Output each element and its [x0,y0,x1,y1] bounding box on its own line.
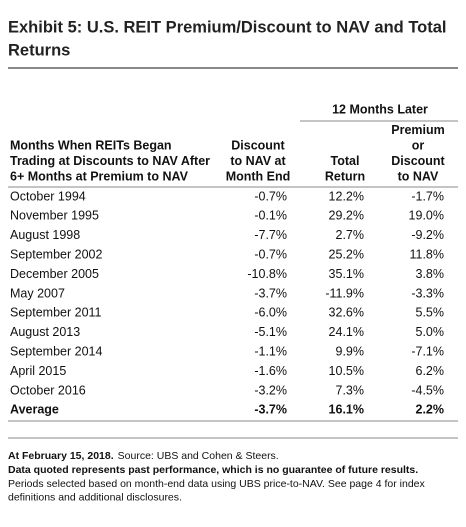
average-cell: 2.2% [416,403,445,417]
average-label: Average [10,403,59,417]
cell: 11.8% [409,247,444,261]
column-header: Months When REITs Began [10,138,172,152]
cell: 29.2% [329,209,364,223]
column-header: Discount [391,154,445,168]
column-header: to NAV at [230,154,286,168]
column-header: Total [331,154,360,168]
column-header: 6+ Months at Premium to NAV [10,169,189,183]
column-header: to NAV [398,169,439,183]
row-label: September 2014 [10,344,102,358]
cell: 5.0% [416,325,445,339]
column-header: Trading at Discounts to NAV After [10,154,210,168]
footnote-disclaimer: Data quoted represents past performance,… [8,464,418,476]
row-label: April 2015 [10,364,66,378]
cell: -4.5% [411,383,444,397]
footnote-date: At February 15, 2018. [8,450,114,462]
column-header: Return [325,169,365,183]
cell: -0.1% [254,209,287,223]
cell: -0.7% [254,189,287,203]
column-header: or [412,138,425,152]
footnote-source: Source: UBS and Cohen & Steers. [118,450,279,462]
average-cell: 16.1% [329,403,364,417]
footnote: At February 15, 2018. Source: UBS and Coh… [8,450,279,462]
cell: -7.7% [254,228,287,242]
cell: -3.3% [411,286,444,300]
cell: 12.2% [329,189,364,203]
cell: -11.9% [325,286,364,300]
cell: 2.7% [336,228,365,242]
cell: -1.6% [254,364,287,378]
title-line: Exhibit 5: U.S. REIT Premium/Discount to… [8,18,447,36]
column-header: Month End [226,169,291,183]
row-label: August 1998 [10,228,80,242]
column-header: Premium [391,123,445,137]
cell: -1.7% [411,189,444,203]
row-label: May 2007 [10,286,65,300]
cell: 19.0% [409,209,444,223]
row-label: September 2011 [10,306,102,320]
cell: 9.9% [336,344,365,358]
row-label: October 2016 [10,383,86,397]
cell: -0.7% [254,247,287,261]
cell: 10.5% [329,364,364,378]
cell: -3.7% [254,286,287,300]
cell: -7.1% [411,344,444,358]
cell: 32.6% [329,306,364,320]
cell: 35.1% [329,267,364,281]
row-label: December 2005 [10,267,99,281]
row-label: November 1995 [10,209,99,223]
row-label: September 2002 [10,247,102,261]
cell: -5.1% [254,325,287,339]
title-line: Returns [8,41,70,59]
group-header: 12 Months Later [332,102,428,116]
footnote-note: Periods selected based on month-end data… [8,478,426,490]
cell: -1.1% [254,344,287,358]
cell: 3.8% [416,267,445,281]
cell: -6.0% [254,306,287,320]
cell: 25.2% [329,247,364,261]
average-cell: -3.7% [254,403,287,417]
row-label: August 2013 [10,325,80,339]
cell: 7.3% [336,383,365,397]
cell: 5.5% [416,306,445,320]
cell: 24.1% [329,325,364,339]
cell: 6.2% [416,364,445,378]
footnote-note: definitions and additional disclosures. [8,491,182,503]
cell: -3.2% [254,383,287,397]
cell: -9.2% [411,228,444,242]
row-label: October 1994 [10,189,86,203]
column-header: Discount [231,138,285,152]
cell: -10.8% [247,267,287,281]
